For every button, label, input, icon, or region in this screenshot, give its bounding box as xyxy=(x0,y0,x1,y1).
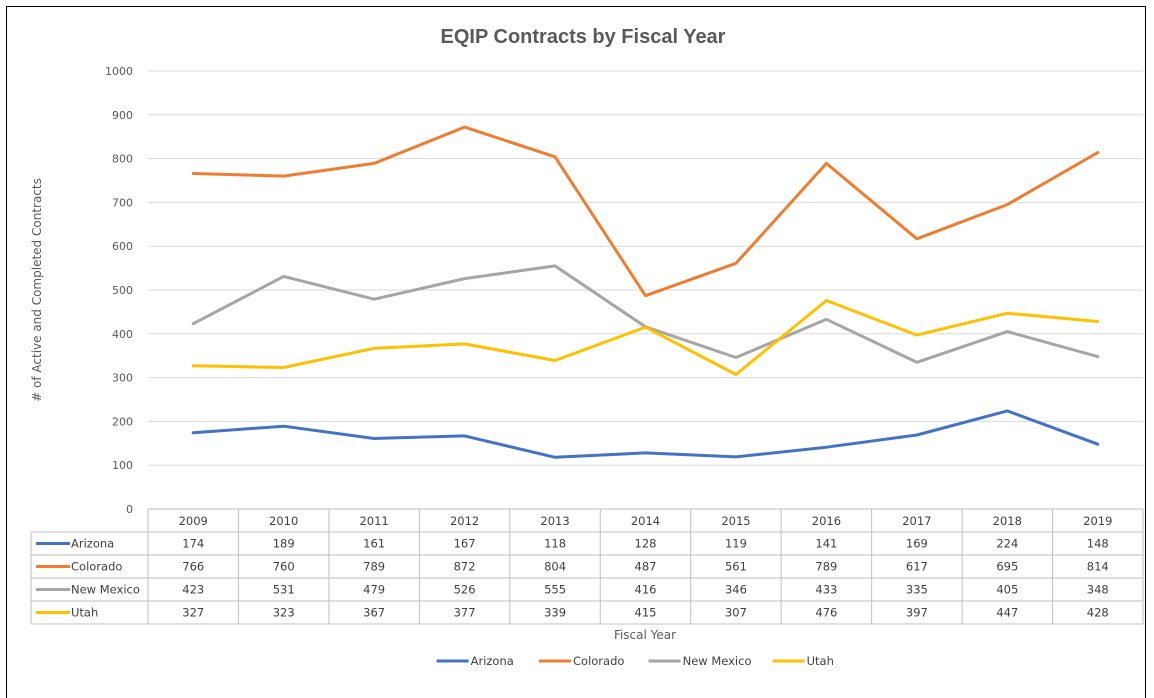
table-cell-value: 339 xyxy=(544,606,566,620)
table-cell-value: 766 xyxy=(182,560,204,574)
y-axis-label: # of Active and Completed Contracts xyxy=(30,178,44,402)
table-cell-value: 367 xyxy=(363,606,385,620)
table-cell-value: 555 xyxy=(544,583,566,597)
chart-title: EQIP Contracts by Fiscal Year xyxy=(441,26,726,48)
y-tick-label: 100 xyxy=(112,459,133,472)
table-row-label: Arizona xyxy=(71,537,114,551)
legend-label: New Mexico xyxy=(683,654,752,668)
table-row-label: New Mexico xyxy=(71,583,140,597)
series-line-utah xyxy=(191,299,1100,376)
table-cell-value: 118 xyxy=(544,537,566,551)
table-cell-value: 348 xyxy=(1087,583,1109,597)
table-cell-value: 531 xyxy=(273,583,295,597)
table-row-label: Utah xyxy=(71,606,98,620)
legend-label: Arizona xyxy=(471,654,514,668)
table-cell-value: 789 xyxy=(815,560,837,574)
table-cell-value: 447 xyxy=(996,606,1018,620)
table-cell-value: 695 xyxy=(996,560,1018,574)
x-tick-label: 2016 xyxy=(812,514,841,528)
table-cell-value: 307 xyxy=(725,606,747,620)
table-cell-value: 148 xyxy=(1087,537,1109,551)
y-tick-label: 800 xyxy=(112,153,133,166)
data-table: 2009 2010 2011 2012 2013 2014 2015 2016 2017 2018… xyxy=(30,508,1144,625)
y-axis-ticks: 0 100 200 300 400 500 600 700 800 900 1000 xyxy=(105,65,133,516)
table-cell-value: 405 xyxy=(996,583,1018,597)
x-tick-label: 2019 xyxy=(1083,514,1112,528)
table-cell-value: 323 xyxy=(273,606,295,620)
table-cell-value: 804 xyxy=(544,560,566,574)
x-tick-label: 2018 xyxy=(993,514,1022,528)
x-tick-label: 2014 xyxy=(631,514,660,528)
table-cell-value: 397 xyxy=(906,606,928,620)
x-tick-label: 2013 xyxy=(540,514,569,528)
table-cell-value: 141 xyxy=(815,537,837,551)
y-tick-label: 700 xyxy=(112,196,133,209)
table-cell-value: 174 xyxy=(182,537,204,551)
table-cell-value: 526 xyxy=(454,583,476,597)
legend: Arizona Colorado New Mexico Utah xyxy=(436,654,834,668)
legend-label: Utah xyxy=(807,654,834,668)
table-cell-value: 872 xyxy=(454,560,476,574)
x-tick-label: 2017 xyxy=(902,514,931,528)
legend-label: Colorado xyxy=(573,654,624,668)
table-cell-value: 428 xyxy=(1087,606,1109,620)
table-cell-value: 416 xyxy=(635,583,657,597)
table-cell-value: 760 xyxy=(273,560,295,574)
series-line-new-mexico xyxy=(191,264,1100,364)
table-cell-value: 161 xyxy=(363,537,385,551)
x-tick-label: 2012 xyxy=(450,514,479,528)
table-cell-value: 167 xyxy=(454,537,476,551)
x-axis-label: Fiscal Year xyxy=(614,628,676,642)
table-cell-value: 335 xyxy=(906,583,928,597)
table-cell-value: 415 xyxy=(635,606,657,620)
table-cell-value: 476 xyxy=(815,606,837,620)
y-tick-label: 500 xyxy=(112,284,133,297)
series-line-arizona xyxy=(191,409,1100,459)
y-tick-label: 300 xyxy=(112,372,133,385)
x-tick-label: 2009 xyxy=(179,514,208,528)
x-tick-label: 2011 xyxy=(359,514,388,528)
y-tick-label: 900 xyxy=(112,109,133,122)
y-tick-label: 0 xyxy=(126,503,133,516)
series-lines xyxy=(191,125,1100,459)
series-line-colorado xyxy=(191,125,1100,298)
x-tick-label: 2010 xyxy=(269,514,298,528)
table-cell-value: 377 xyxy=(454,606,476,620)
table-cell-value: 814 xyxy=(1087,560,1109,574)
table-cell-value: 561 xyxy=(725,560,747,574)
y-tick-label: 400 xyxy=(112,328,133,341)
table-cell-value: 346 xyxy=(725,583,747,597)
table-cell-value: 224 xyxy=(996,537,1018,551)
table-cell-value: 423 xyxy=(182,583,204,597)
table-cell-value: 789 xyxy=(363,560,385,574)
table-cell-value: 128 xyxy=(635,537,657,551)
x-tick-label: 2015 xyxy=(721,514,750,528)
table-cell-value: 479 xyxy=(363,583,385,597)
table-cell-value: 189 xyxy=(273,537,295,551)
table-cell-value: 617 xyxy=(906,560,928,574)
gridlines xyxy=(148,70,1143,466)
table-cell-value: 433 xyxy=(815,583,837,597)
table-cell-value: 169 xyxy=(906,537,928,551)
table-cell-value: 119 xyxy=(725,537,747,551)
y-tick-label: 600 xyxy=(112,240,133,253)
table-cell-value: 487 xyxy=(635,560,657,574)
y-tick-label: 200 xyxy=(112,415,133,428)
table-row-label: Colorado xyxy=(71,560,122,574)
table-cell-value: 327 xyxy=(182,606,204,620)
y-tick-label: 1000 xyxy=(105,65,133,78)
